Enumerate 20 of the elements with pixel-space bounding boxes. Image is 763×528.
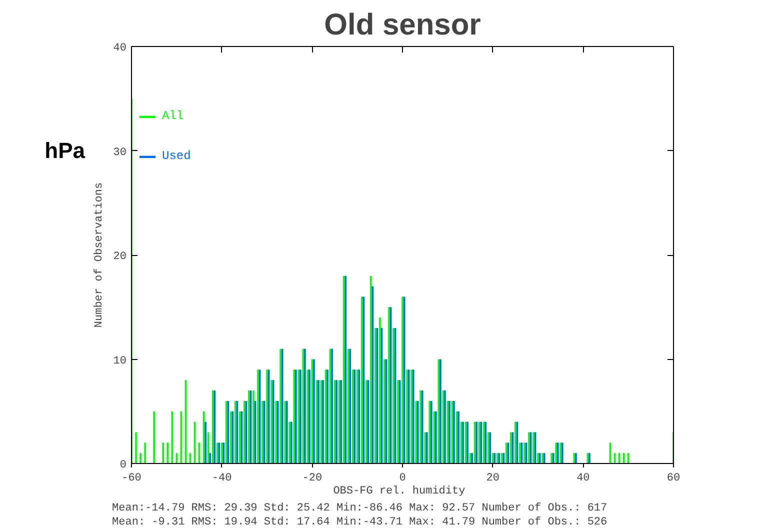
y-axis-title: Number of Observations (93, 182, 106, 328)
y-tick-label: 20 (113, 251, 126, 263)
text: Mean: -9.31 RMS: 19.94 Std: 17.64 Min:-43.71 Max: 41.79 Number of Obs.: 526 (112, 516, 608, 528)
legend-label: All (162, 109, 184, 123)
x-axis-title: OBS-FG rel. humidity (333, 486, 466, 498)
legend-label: Used (162, 149, 191, 163)
x-tick-label: -60 (122, 472, 142, 484)
x-tick-label: -20 (302, 472, 322, 484)
text: Mean:-14.79 RMS: 29.39 Std: 25.42 Min:-86.46 Max: 92.57 Number of Obs.: 617 (112, 502, 608, 514)
x-tick-label: 0 (399, 472, 406, 484)
text: hPa (44, 137, 85, 165)
y-tick-label: 40 (113, 42, 126, 54)
x-tick-label: 40 (576, 472, 590, 484)
y-tick-label: 0 (120, 460, 127, 472)
y-tick-label: 10 (113, 355, 126, 368)
x-tick-label: 60 (666, 472, 680, 484)
x-tick-label: 20 (486, 472, 500, 484)
chart-title: Old sensor (324, 8, 482, 42)
y-tick-label: 30 (113, 146, 126, 159)
x-tick-label: -40 (212, 472, 232, 484)
